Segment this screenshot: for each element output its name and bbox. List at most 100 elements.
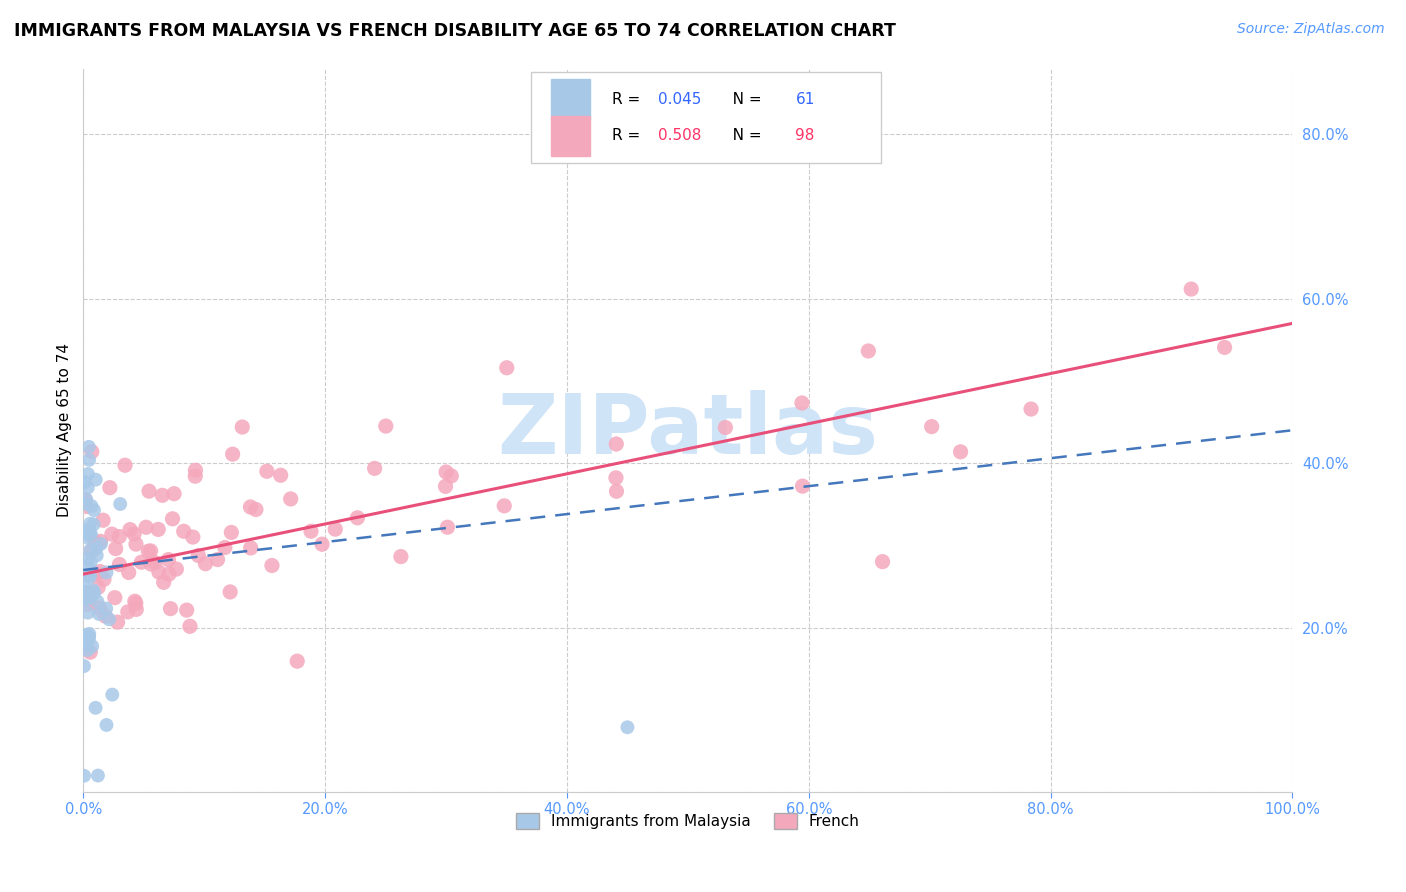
Point xyxy=(77,559,100,574)
Point xyxy=(80,444,103,458)
Point xyxy=(89,534,111,549)
Point xyxy=(1180,282,1202,296)
Point xyxy=(80,527,103,541)
Point xyxy=(792,479,814,493)
Point xyxy=(75,638,97,652)
Point xyxy=(245,502,267,516)
Point xyxy=(118,523,141,537)
Point xyxy=(82,583,104,598)
Point xyxy=(75,497,97,511)
Text: R =: R = xyxy=(612,128,645,143)
Point xyxy=(605,484,627,499)
Point xyxy=(124,594,146,608)
Point xyxy=(176,603,198,617)
Point xyxy=(76,551,98,566)
Point xyxy=(94,609,117,624)
Point xyxy=(139,544,162,558)
Point xyxy=(76,531,98,545)
Point xyxy=(374,419,396,434)
Point xyxy=(131,555,153,569)
Text: 98: 98 xyxy=(796,128,815,143)
Point xyxy=(280,491,302,506)
Point xyxy=(949,445,972,459)
Point xyxy=(77,633,100,648)
Point xyxy=(75,592,97,607)
Point xyxy=(125,602,148,616)
Point xyxy=(117,605,139,619)
Point xyxy=(76,585,98,599)
Point xyxy=(219,585,242,599)
Point xyxy=(605,437,627,451)
FancyBboxPatch shape xyxy=(530,72,882,162)
Point xyxy=(75,492,97,507)
Point xyxy=(87,768,110,782)
Point xyxy=(494,499,516,513)
Point xyxy=(221,525,243,540)
Point xyxy=(436,520,458,534)
Point xyxy=(90,537,112,551)
Point xyxy=(221,447,243,461)
Point xyxy=(86,541,108,556)
Point xyxy=(181,530,204,544)
Point xyxy=(82,639,104,653)
Point xyxy=(101,527,124,541)
Point xyxy=(346,510,368,524)
Point xyxy=(256,464,278,478)
Point xyxy=(148,565,170,579)
Point xyxy=(91,513,114,527)
FancyBboxPatch shape xyxy=(551,79,591,119)
Point xyxy=(83,503,105,517)
Point xyxy=(83,586,105,600)
Point xyxy=(77,453,100,467)
Point xyxy=(173,524,195,539)
Point xyxy=(96,718,118,732)
Point xyxy=(76,606,98,620)
Point xyxy=(84,701,107,715)
Point xyxy=(98,612,121,626)
Point xyxy=(96,601,118,615)
Legend: Immigrants from Malaysia, French: Immigrants from Malaysia, French xyxy=(510,806,866,835)
Point xyxy=(77,631,100,645)
Point xyxy=(440,469,463,483)
Point xyxy=(77,627,100,641)
Point xyxy=(389,549,412,564)
Point xyxy=(605,471,627,485)
Point xyxy=(260,558,283,573)
Point xyxy=(79,590,101,604)
Point xyxy=(122,526,145,541)
Point xyxy=(73,475,96,489)
Y-axis label: Disability Age 65 to 74: Disability Age 65 to 74 xyxy=(58,343,72,517)
Text: 61: 61 xyxy=(796,92,815,106)
Point xyxy=(135,520,157,534)
FancyBboxPatch shape xyxy=(551,116,591,155)
Point xyxy=(125,537,148,551)
Point xyxy=(108,497,131,511)
Point xyxy=(239,541,262,555)
Point xyxy=(108,558,131,572)
Point xyxy=(80,499,103,513)
Point xyxy=(84,566,107,581)
Point xyxy=(299,524,322,539)
Point xyxy=(495,360,517,375)
Point xyxy=(77,467,100,481)
Point xyxy=(79,645,101,659)
Point xyxy=(79,528,101,542)
Text: 0.508: 0.508 xyxy=(658,128,702,143)
Point xyxy=(194,557,217,571)
Point xyxy=(285,654,308,668)
Point xyxy=(311,537,333,551)
Text: ZIPatlas: ZIPatlas xyxy=(498,390,879,471)
Point xyxy=(79,527,101,541)
Point xyxy=(107,615,129,629)
Point xyxy=(179,619,201,633)
Point xyxy=(87,580,110,594)
Point xyxy=(86,594,108,608)
Point xyxy=(76,628,98,642)
Text: 0.045: 0.045 xyxy=(658,92,702,106)
Point xyxy=(143,556,166,570)
Point xyxy=(162,512,184,526)
Point xyxy=(921,419,943,434)
Point xyxy=(83,517,105,532)
Point xyxy=(80,555,103,569)
Point xyxy=(363,461,385,475)
